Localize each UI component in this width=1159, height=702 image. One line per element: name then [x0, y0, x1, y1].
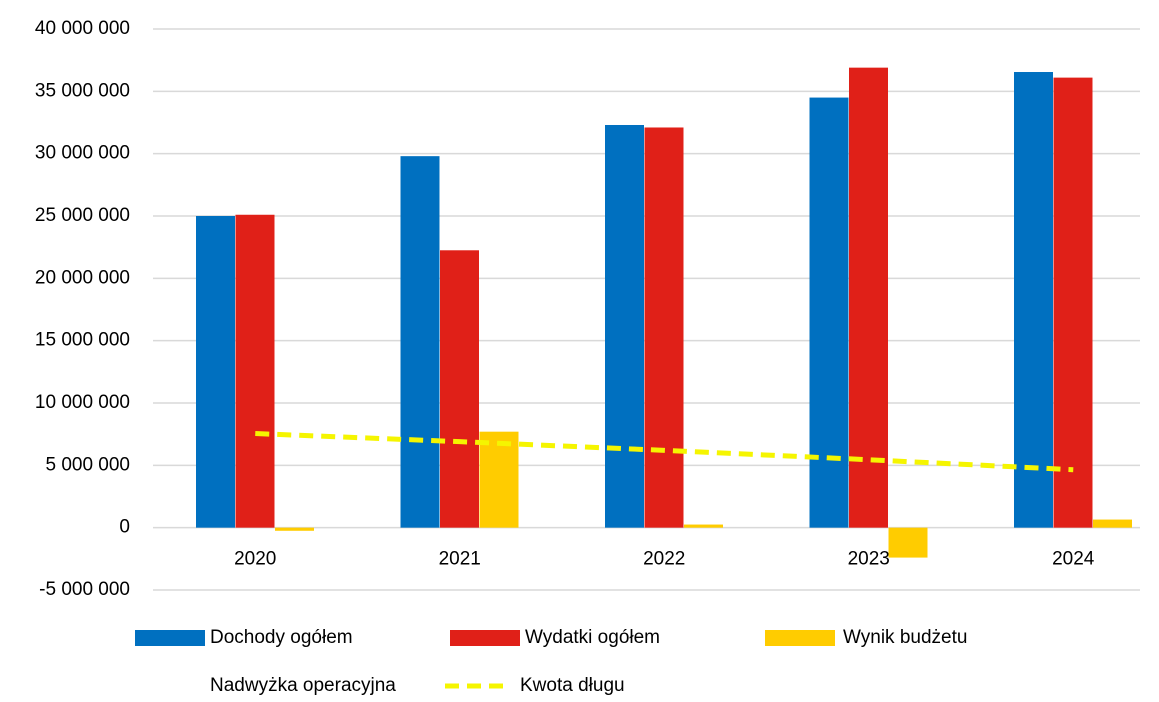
bar	[1093, 519, 1132, 528]
bar	[809, 97, 849, 528]
legend-marker	[450, 630, 520, 646]
y-tick-label: -5 000 000	[39, 579, 130, 600]
bar	[440, 250, 479, 528]
bar	[644, 127, 684, 528]
legend-marker	[765, 630, 835, 646]
bar	[1014, 72, 1053, 528]
legend-marker	[135, 630, 205, 646]
bar	[605, 124, 644, 528]
bar	[1053, 77, 1093, 528]
y-tick-label: 25 000 000	[35, 205, 130, 226]
legend-label: Dochody ogółem	[210, 627, 353, 648]
legend-label: Kwota długu	[520, 675, 625, 696]
bar	[275, 527, 314, 531]
y-tick-label: 35 000 000	[35, 80, 130, 101]
bar	[400, 156, 440, 528]
bar	[196, 216, 235, 528]
bar	[684, 524, 723, 528]
legend-label: Wydatki ogółem	[525, 627, 660, 648]
legend-label: Wynik budżetu	[843, 627, 967, 648]
y-tick-label: 20 000 000	[35, 267, 130, 288]
line-series	[255, 431, 1074, 473]
y-tick-label: 5 000 000	[45, 454, 130, 475]
y-tick-label: 10 000 000	[35, 392, 130, 413]
y-tick-label: 40 000 000	[35, 18, 130, 39]
x-tick-label: 2024	[1052, 549, 1095, 570]
bar	[479, 431, 519, 528]
legend-label: Nadwyżka operacyjna	[210, 675, 396, 696]
bar	[849, 67, 888, 528]
bar	[235, 214, 275, 528]
x-tick-label: 2023	[848, 549, 890, 570]
x-tick-label: 2020	[234, 549, 276, 570]
y-tick-label: 15 000 000	[35, 330, 130, 351]
legend-marker	[135, 678, 205, 694]
x-tick-label: 2021	[439, 549, 481, 570]
y-tick-label: 0	[119, 517, 130, 538]
x-tick-label: 2022	[643, 549, 685, 570]
bar	[888, 527, 928, 558]
y-tick-label: 30 000 000	[35, 143, 130, 164]
